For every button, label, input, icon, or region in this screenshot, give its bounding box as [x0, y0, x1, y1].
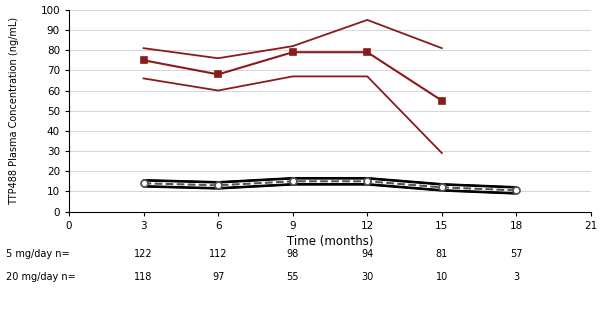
Text: 10: 10 — [436, 272, 448, 282]
Text: 5 mg/day n=: 5 mg/day n= — [6, 249, 70, 259]
Text: 112: 112 — [209, 249, 227, 259]
Text: 30: 30 — [361, 272, 373, 282]
Y-axis label: TTP488 Plasma Concentration (ng/mL): TTP488 Plasma Concentration (ng/mL) — [10, 17, 19, 205]
Text: 94: 94 — [361, 249, 373, 259]
Text: 97: 97 — [212, 272, 224, 282]
Text: 118: 118 — [134, 272, 153, 282]
Text: 98: 98 — [287, 249, 299, 259]
Text: 57: 57 — [510, 249, 523, 259]
X-axis label: Time (months): Time (months) — [287, 235, 373, 248]
Text: 3: 3 — [514, 272, 520, 282]
Text: 20 mg/day n=: 20 mg/day n= — [6, 272, 76, 282]
Text: 81: 81 — [436, 249, 448, 259]
Text: 122: 122 — [134, 249, 153, 259]
Text: 55: 55 — [286, 272, 299, 282]
